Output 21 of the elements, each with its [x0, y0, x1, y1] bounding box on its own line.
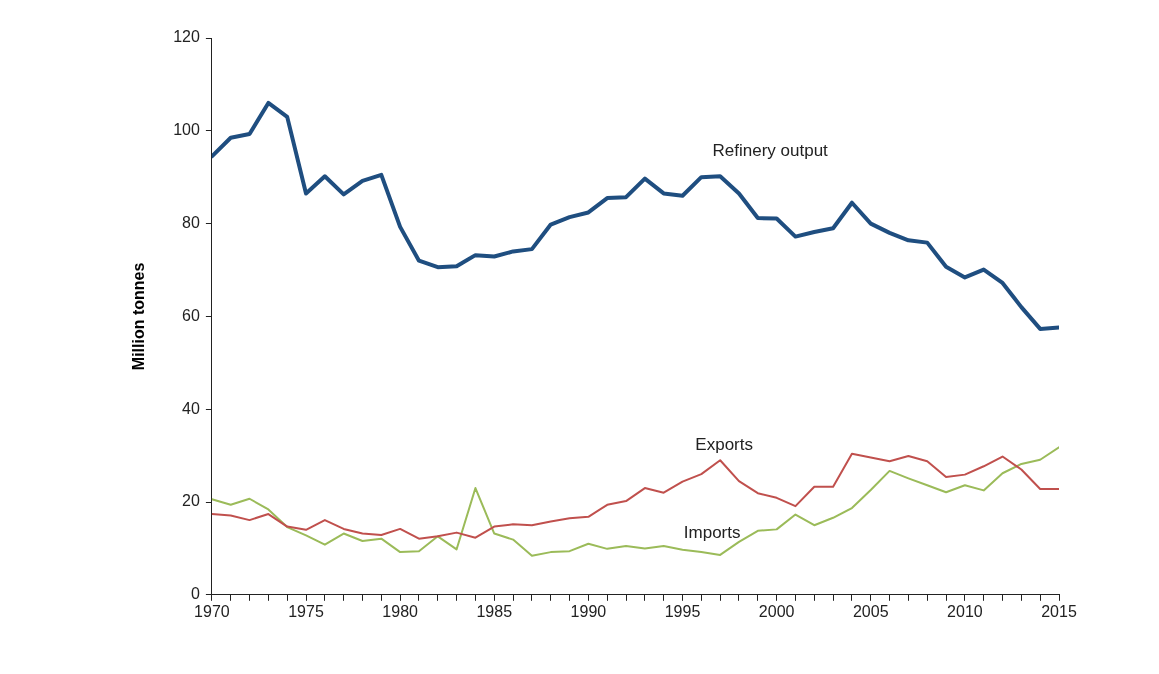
series-label: Exports	[695, 434, 753, 454]
y-tick-label: 120	[173, 28, 200, 46]
x-tick-label: 2000	[758, 602, 795, 620]
y-tick-label: 20	[182, 492, 200, 510]
x-tick-label: 1995	[664, 602, 701, 620]
series-label: Imports	[683, 522, 741, 542]
x-tick-label: 1975	[288, 602, 324, 620]
series-label: Refinery output	[712, 140, 829, 160]
y-tick-label: 40	[182, 399, 200, 417]
x-tick-label: 1985	[476, 602, 513, 620]
x-tick-label: 2015	[1041, 602, 1077, 620]
x-tick-label: 1990	[570, 602, 607, 620]
x-tick-label: 2005	[852, 602, 889, 620]
y-tick-label: 60	[182, 306, 200, 324]
x-tick-label: 1970	[194, 602, 230, 620]
y-tick-label: 0	[190, 585, 200, 603]
y-tick-label: 100	[173, 121, 200, 139]
x-tick-label: 1980	[382, 602, 419, 620]
y-tick-label: 80	[182, 214, 200, 232]
x-tick-label: 2010	[947, 602, 983, 620]
y-axis-title: Million tonnes	[130, 262, 148, 371]
